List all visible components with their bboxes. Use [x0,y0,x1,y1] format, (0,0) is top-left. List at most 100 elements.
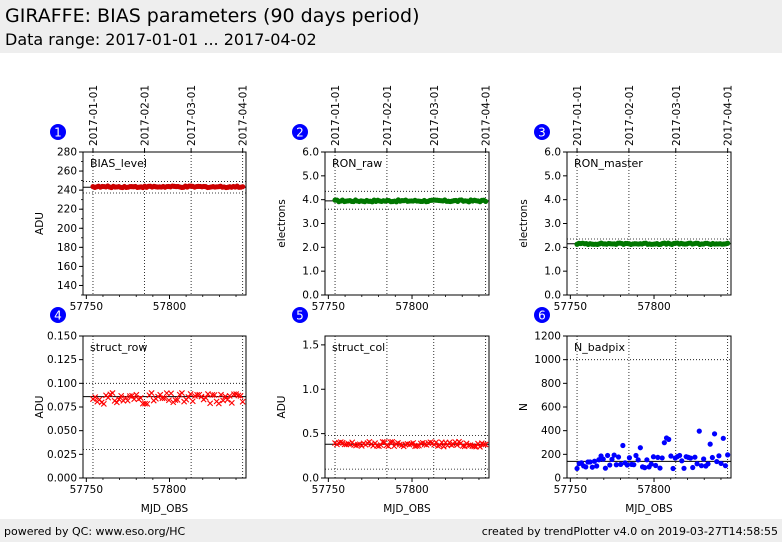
data-point [714,458,720,465]
date-tick-label: 2017-01-01 [88,85,100,146]
y-tick-label: 5.0 [302,170,319,182]
page-subtitle: Data range: 2017-01-01 ... 2017-04-02 [5,30,317,49]
plot-frame [324,335,490,479]
panel-number-badge [534,124,550,140]
data-point [224,396,231,403]
panel-number: 4 [54,309,62,323]
plot-grid: 1 2017-01-01 2017-02-01 2017-03-01 2017-04-0… [34,85,735,515]
panel-label: N_badpix [574,341,625,354]
data-point [620,442,626,449]
y-tick-label: 0.050 [47,425,77,437]
y-tick-label: 2.0 [302,242,319,254]
data-point [705,461,711,467]
data-point [454,442,461,449]
date-tick-label: 2017-02-01 [140,85,152,146]
data-point [600,456,606,462]
y-tick-label: 400 [541,425,561,437]
data-point [124,397,131,404]
y-tick-label: 4.0 [544,194,561,206]
data-point [618,461,624,468]
data-point [406,441,413,448]
y-tick-label: 1.0 [544,266,561,278]
plot-frame [324,151,490,296]
y-axis-label: ADU [276,396,288,419]
plot-frame [82,151,247,296]
data-point [694,461,700,467]
data-point [228,399,235,406]
data-point [615,454,622,460]
panel-number: 1 [54,126,62,140]
y-tick-label: 6.0 [302,147,319,159]
data-point [725,240,731,246]
data-point [701,456,707,462]
data-point [483,198,489,205]
data-point [471,443,478,450]
data-point [137,395,144,402]
y-tick-label: 1000 [534,354,561,366]
data-point [226,392,233,399]
x-tick-label: 57750 [554,484,587,496]
x-tick-label: 57800 [153,301,186,313]
date-tick-label: 2017-03-01 [186,85,198,146]
data-point [589,464,595,470]
panel-number: 2 [296,126,304,140]
data-point [602,465,609,471]
data-point [174,396,181,403]
y-tick-label: 260 [57,166,77,178]
y-tick-label: 3.0 [302,218,319,230]
y-tick-label: 800 [541,378,561,390]
date-tick-label: 2017-02-01 [382,85,394,146]
date-tick-label: 2017-04-01 [723,85,735,146]
data-point [480,441,487,448]
y-tick-label: 6.0 [544,147,561,159]
data-point [709,454,715,461]
y-tick-label: 1.5 [302,339,319,351]
page-header: GIRAFFE: BIAS parameters (90 days period… [0,0,782,53]
data-point [633,452,639,459]
data-point [574,465,580,472]
x-tick-label: 57800 [395,301,428,313]
data-point [657,465,663,471]
data-point [178,390,185,397]
data-point [637,445,643,451]
x-tick-label: 57750 [312,301,345,313]
data-point [92,394,99,401]
data-point [611,452,617,458]
data-point [240,184,246,190]
data-point [189,398,196,405]
panel-number-badge [534,307,550,323]
data-point [113,399,120,406]
plot-frame [566,335,732,479]
y-tick-label: 0.025 [47,449,77,461]
chart-panel-5: 5 0.0 0.5 1.0 1.5 57750 57800 struct_col ADU MJD_… [276,307,490,515]
data-point [235,392,242,399]
y-tick-label: 2.0 [544,242,561,254]
panel-label: struct_row [90,341,147,354]
y-tick-label: 0.0 [544,290,561,302]
y-axis-label: N [518,403,530,411]
y-tick-label: 1200 [534,331,561,343]
data-point [583,464,589,470]
data-point [215,400,222,407]
panel-number-badge [292,124,308,140]
data-point [172,397,179,404]
data-point [118,392,125,399]
chart-panel-3: 3 2017-01-01 2017-02-01 2017-03-01 2017-04-0… [518,85,735,313]
panel-number: 3 [538,126,546,140]
y-axis-label: electrons [276,199,288,247]
data-point [624,462,630,468]
data-point [587,459,593,465]
data-point [482,441,489,448]
x-tick-label: 57750 [312,484,345,496]
date-tick-label: 2017-01-01 [572,85,584,146]
y-tick-label: 140 [57,280,77,292]
x-tick-label: 57800 [395,484,428,496]
data-point [659,455,665,461]
date-tick-label: 2017-04-01 [238,85,250,146]
data-point [129,392,136,399]
y-tick-label: 0.150 [47,331,77,343]
data-point [354,441,361,448]
panel-number: 5 [296,309,304,323]
data-point [476,443,483,450]
data-point [725,452,731,458]
